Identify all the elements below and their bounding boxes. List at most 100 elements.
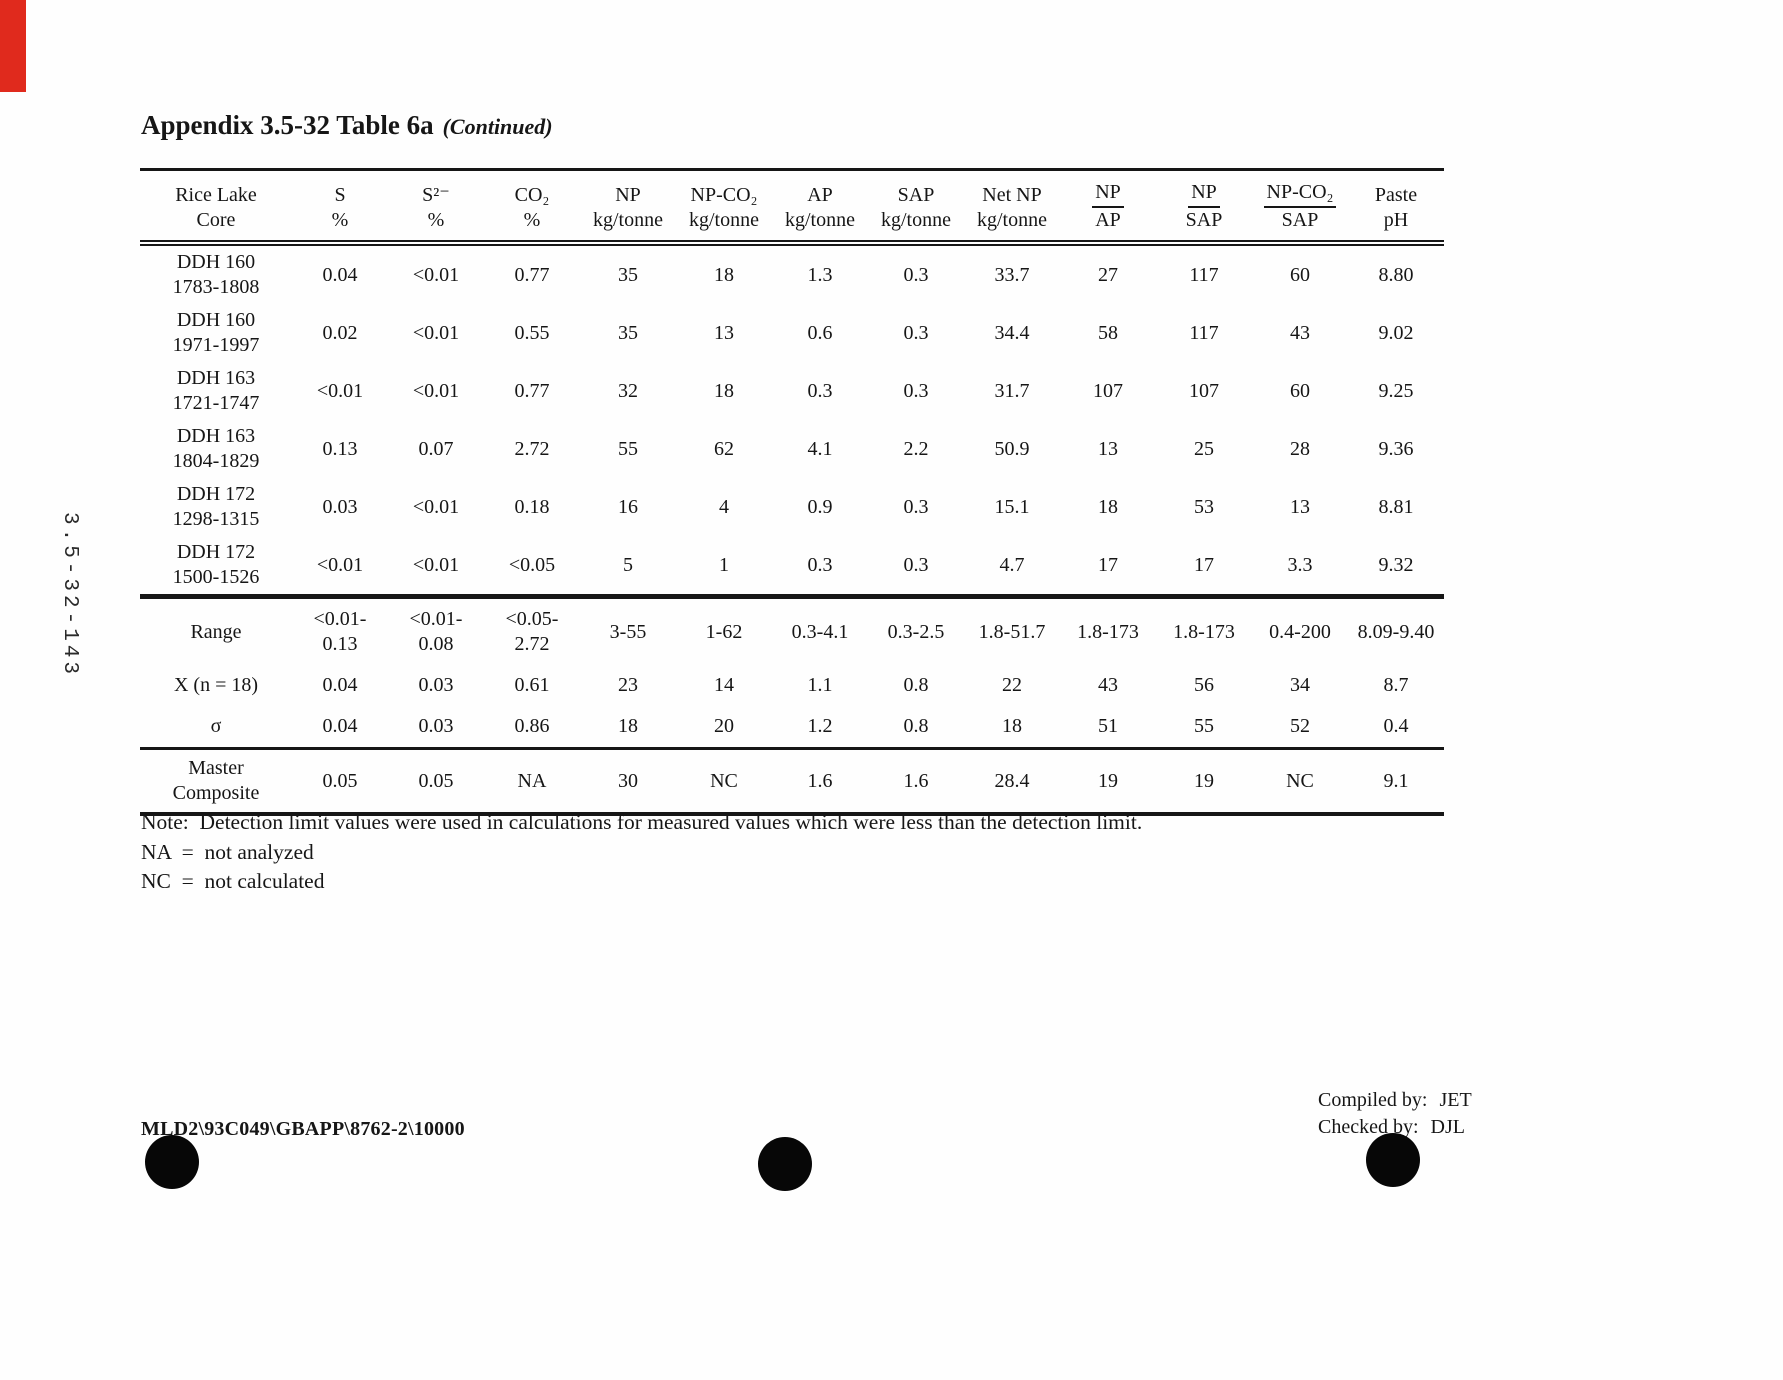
table-cell: 0.3 bbox=[807, 553, 833, 576]
table-cell: 9.25 bbox=[1378, 379, 1414, 402]
note-nc: NC = not calculated bbox=[141, 869, 325, 894]
table-cell: 62 bbox=[714, 437, 734, 460]
table-row: X (n = 18) 0.04 0.03 0.61 23 14 1.1 0.8 … bbox=[140, 665, 1444, 706]
column-header: AP kg/tonne bbox=[785, 184, 855, 231]
note-detection-limit: Note: Detection limit values were used i… bbox=[141, 810, 1143, 834]
table-cell: 4 bbox=[719, 495, 729, 518]
compiled-by-label: Compiled by: bbox=[1318, 1089, 1428, 1111]
table-cell: 19 bbox=[1098, 769, 1118, 792]
table-cell: <0.01- 0.08 bbox=[409, 608, 463, 655]
compiled-by-value: JET bbox=[1439, 1089, 1472, 1111]
table-cell: 0.61 bbox=[514, 674, 550, 696]
table-cell: 1.6 bbox=[807, 769, 833, 792]
table-container: Rice Lake Core S% S²⁻% CO₂% NP kg/tonne NP… bbox=[140, 168, 1444, 816]
table-cell: 0.3-2.5 bbox=[887, 620, 945, 643]
table-cell: 27 bbox=[1098, 263, 1118, 286]
table-cell: 18 bbox=[618, 715, 638, 737]
column-header: Net NP kg/tonne bbox=[977, 184, 1047, 231]
table-cell: 1.8-173 bbox=[1077, 620, 1139, 643]
table-cell: 3.3 bbox=[1287, 553, 1313, 576]
table-header: Rice Lake Core S% S²⁻% CO₂% NP kg/tonne NP… bbox=[140, 169, 1444, 244]
row-label: DDH 172 1298-1315 bbox=[172, 483, 260, 530]
table-cell: 55 bbox=[1194, 715, 1214, 737]
table-cell: 0.03 bbox=[322, 495, 358, 518]
table-cell: 1-62 bbox=[705, 620, 743, 643]
table-cell: 0.04 bbox=[322, 715, 358, 737]
table-cell: 0.13 bbox=[322, 437, 358, 460]
table-cell: NA bbox=[517, 769, 547, 792]
table-cell: 51 bbox=[1098, 715, 1118, 737]
table-cell: 60 bbox=[1290, 263, 1310, 286]
table-cell: 0.3 bbox=[903, 553, 929, 576]
table-cell: 107 bbox=[1093, 379, 1123, 402]
table-cell: 0.3 bbox=[903, 321, 929, 344]
table-cell: 117 bbox=[1189, 263, 1219, 286]
table-cell: 0.3-4.1 bbox=[791, 620, 849, 643]
table-cell: 20 bbox=[714, 715, 734, 737]
table-cell: 0.04 bbox=[322, 674, 358, 696]
table-cell: 1.8-173 bbox=[1173, 620, 1235, 643]
table-cell: 16 bbox=[618, 495, 638, 518]
table-cell: <0.05- 2.72 bbox=[505, 608, 559, 655]
table-cell: 1.1 bbox=[807, 674, 833, 696]
table-cell: 9.32 bbox=[1378, 553, 1414, 576]
table-cell: 23 bbox=[618, 674, 638, 696]
table-cell: <0.01 bbox=[316, 379, 364, 402]
table-cell: 0.03 bbox=[418, 674, 454, 696]
table-row: DDH 160 1971-1997 0.02 <0.01 0.55 35 13 … bbox=[140, 304, 1444, 362]
row-label: DDH 163 1721-1747 bbox=[172, 367, 260, 414]
table-cell: 1.3 bbox=[807, 263, 833, 286]
document-code: MLD2\93C049\GBAPP\8762-2\10000 bbox=[141, 1118, 465, 1140]
table-cell: 28.4 bbox=[994, 769, 1030, 792]
column-header: NP-CO₂ kg/tonne bbox=[689, 184, 759, 231]
table-cell: 32 bbox=[618, 379, 638, 402]
table-cell: 18 bbox=[1002, 715, 1022, 737]
table-cell: 58 bbox=[1098, 321, 1118, 344]
column-header: Rice Lake Core bbox=[175, 184, 257, 231]
table-cell: 8.7 bbox=[1383, 674, 1409, 696]
credits-block: Compiled by: JET Checked by: DJL bbox=[1318, 1088, 1472, 1142]
row-label: X (n = 18) bbox=[173, 674, 259, 696]
column-header: Paste pH bbox=[1374, 184, 1418, 231]
table-row: DDH 172 1298-1315 0.03 <0.01 0.18 16 4 0… bbox=[140, 478, 1444, 536]
table-cell: <0.01 bbox=[412, 321, 460, 344]
table-cell: 1.6 bbox=[903, 769, 929, 792]
table-row: σ 0.04 0.03 0.86 18 20 1.2 0.8 18 51 55 … bbox=[140, 706, 1444, 749]
table-cell: 15.1 bbox=[994, 495, 1030, 518]
table-row: Range <0.01- 0.13 <0.01- 0.08 <0.05- 2.7… bbox=[140, 597, 1444, 666]
table-cell: 2.2 bbox=[903, 437, 929, 460]
table-cell: 0.03 bbox=[418, 715, 454, 737]
row-label: DDH 160 1783-1808 bbox=[172, 251, 260, 298]
checked-by-label: Checked by: bbox=[1318, 1116, 1419, 1138]
table-cell: <0.01 bbox=[316, 553, 364, 576]
table-cell: 13 bbox=[1098, 437, 1118, 460]
red-edge-mark bbox=[0, 0, 26, 92]
table-cell: 60 bbox=[1290, 379, 1310, 402]
column-header: NP kg/tonne bbox=[593, 184, 663, 231]
table-cell: 0.9 bbox=[807, 495, 833, 518]
compiled-by: Compiled by: JET bbox=[1318, 1088, 1472, 1113]
table-cell: 17 bbox=[1194, 553, 1214, 576]
table-cell: 9.36 bbox=[1378, 437, 1414, 460]
table-cell: 0.3 bbox=[903, 495, 929, 518]
table-cell: 5 bbox=[623, 553, 633, 576]
table-cell: 9.1 bbox=[1383, 769, 1409, 792]
table-cell: 30 bbox=[618, 769, 638, 792]
column-header-ratio: NP-CO₂ SAP bbox=[1252, 170, 1348, 244]
title-continued: (Continued) bbox=[442, 114, 553, 139]
table-cell: 0.3 bbox=[903, 263, 929, 286]
table-cell: 0.18 bbox=[514, 495, 550, 518]
table-cell: 0.4-200 bbox=[1269, 620, 1331, 643]
table-body-master-composite: Master Composite 0.05 0.05 NA 30 NC 1.6 … bbox=[140, 749, 1444, 815]
punch-hole-dot bbox=[145, 1135, 199, 1189]
notes-block: Note: Detection limit values were used i… bbox=[141, 808, 1142, 897]
table-cell: 4.1 bbox=[807, 437, 833, 460]
row-label: DDH 172 1500-1526 bbox=[172, 541, 260, 588]
punch-hole-dot bbox=[1366, 1133, 1420, 1187]
table-cell: 0.8 bbox=[903, 674, 929, 696]
table-cell: 0.3 bbox=[903, 379, 929, 402]
table-cell: 43 bbox=[1290, 321, 1310, 344]
column-header: S²⁻% bbox=[422, 184, 450, 231]
table-cell: <0.05 bbox=[508, 553, 556, 576]
